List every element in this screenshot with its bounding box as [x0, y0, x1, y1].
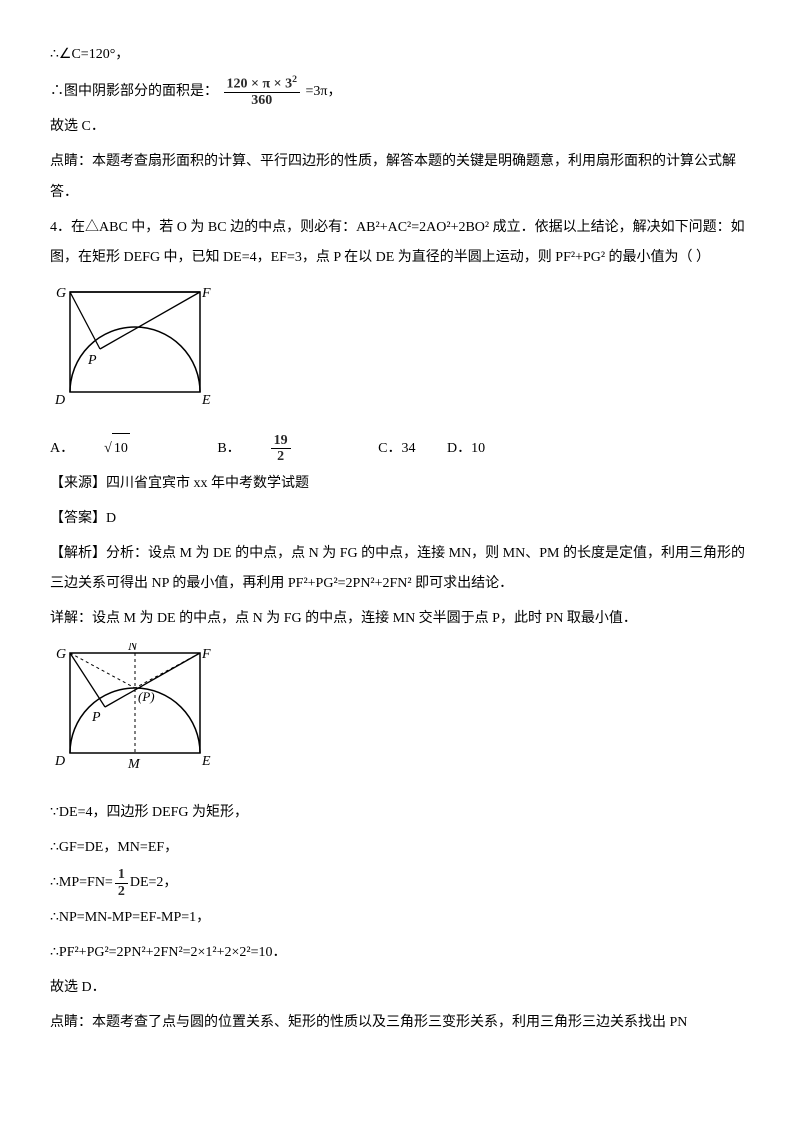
- step-result: ∴PF²+PG²=2PN²+2FN²=2×1²+2×2²=10．: [50, 938, 750, 969]
- option-a: A．10: [50, 433, 186, 465]
- detail-line: 详解：设点 M 为 DE 的中点，点 N 为 FG 的中点，连接 MN 交半圆于…: [50, 604, 750, 635]
- label-p: P: [87, 353, 97, 368]
- commentary-1: 点睛：本题考查扇形面积的计算、平行四边形的性质，解答本题的关键是明确题意，利用扇…: [50, 147, 750, 209]
- figure-1: G F D E P: [50, 282, 750, 425]
- option-d: D．10: [447, 434, 485, 465]
- shadow-area-line: ∴图中阴影部分的面积是： 120 × π × 32 360 =3π，: [50, 75, 750, 108]
- shadow-area-left: ∴图中阴影部分的面积是：: [50, 84, 218, 99]
- svg-text:N: N: [127, 643, 138, 654]
- problem-4: 4．在△ABC 中，若 O 为 BC 边的中点，则必有：AB²+AC²=2AO²…: [50, 213, 750, 275]
- step-gf: ∴GF=DE，MN=EF，: [50, 833, 750, 864]
- svg-text:P: P: [91, 710, 101, 725]
- svg-text:E: E: [201, 754, 211, 769]
- label-g: G: [56, 286, 66, 301]
- commentary-2: 点睛：本题考查了点与圆的位置关系、矩形的性质以及三角形三变形关系，利用三角形三边…: [50, 1008, 750, 1039]
- step-np: ∴NP=MN-MP=EF-MP=1，: [50, 903, 750, 934]
- figure-2: G F D E P (P) M N: [50, 643, 750, 790]
- svg-text:M: M: [127, 757, 141, 772]
- line-c-angle: ∴∠C=120°，: [50, 40, 750, 71]
- answer-line: 【答案】D: [50, 504, 750, 535]
- analysis-line: 【解析】分析：设点 M 为 DE 的中点，点 N 为 FG 的中点，连接 MN，…: [50, 539, 750, 601]
- source-line: 【来源】四川省宜宾市 xx 年中考数学试题: [50, 469, 750, 500]
- svg-text:D: D: [54, 754, 65, 769]
- step-mp: ∴MP=FN=12DE=2，: [50, 867, 750, 899]
- choice-d: 故选 D．: [50, 973, 750, 1004]
- options-row: A．10 B．192 C．34 D．10: [50, 433, 750, 465]
- label-d: D: [54, 393, 65, 408]
- shadow-area-right: =3π，: [306, 84, 342, 99]
- svg-text:F: F: [201, 647, 211, 662]
- sector-formula: 120 × π × 32 360: [224, 75, 301, 108]
- svg-text:G: G: [56, 647, 66, 662]
- option-c: C．34: [378, 434, 415, 465]
- option-b: B．192: [217, 433, 346, 465]
- label-f: F: [201, 286, 211, 301]
- choice-c: 故选 C．: [50, 112, 750, 143]
- step-de4: ∵DE=4，四边形 DEFG 为矩形，: [50, 798, 750, 829]
- label-e: E: [201, 393, 211, 408]
- svg-text:(P): (P): [138, 689, 155, 704]
